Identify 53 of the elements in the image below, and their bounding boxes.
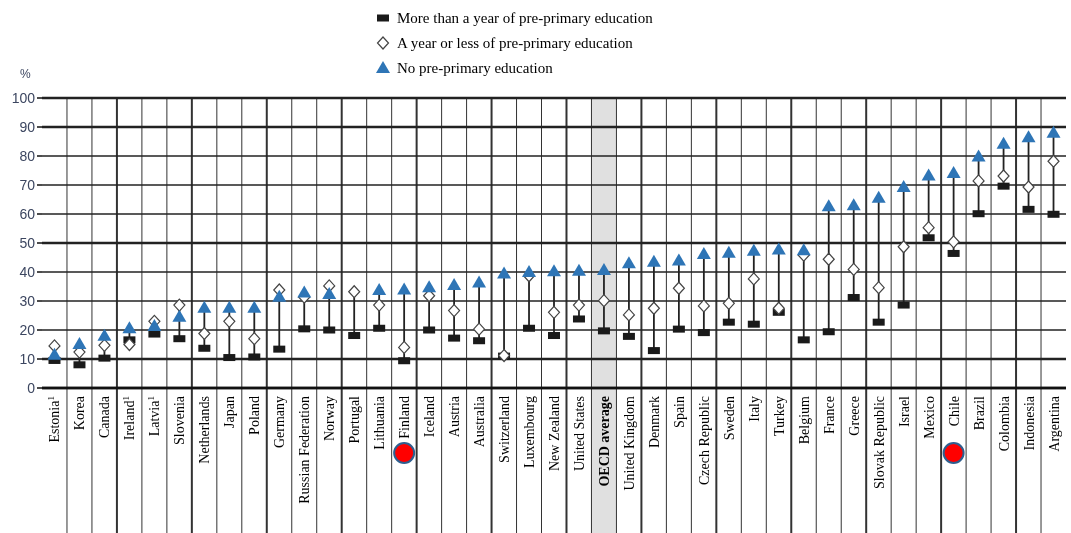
y-tick-label: 100 <box>11 89 36 106</box>
y-tick-label: 30 <box>19 292 36 309</box>
y-tick-label: 70 <box>19 176 36 193</box>
x-tick-label: Korea <box>72 395 88 431</box>
x-tick-label: Sweden <box>721 396 737 441</box>
x-tick-label: Japan <box>222 396 238 428</box>
x-tick-label: New Zealand <box>547 396 562 472</box>
x-tick-label: Luxembourg <box>522 396 538 469</box>
x-tick-label: Slovak Republic <box>871 396 887 489</box>
x-tick-label: Russian Federation <box>297 396 313 504</box>
y-tick-label: 40 <box>19 263 36 280</box>
x-tick-label: Greece <box>846 396 862 436</box>
x-tick-label: Canada <box>97 395 113 438</box>
y-tick-label: 60 <box>19 205 36 222</box>
x-tick-label: OECD average <box>596 396 612 487</box>
y-tick-label: 10 <box>19 350 36 367</box>
x-tick-label: Israel <box>896 395 912 428</box>
y-tick-label: 20 <box>19 321 36 338</box>
x-tick-label: Australia <box>472 395 488 448</box>
y-tick-label: 90 <box>19 118 36 135</box>
x-tick-label: Netherlands <box>197 396 213 464</box>
x-tick-label: Colombia <box>996 395 1012 452</box>
x-tick-label: United Kingdom <box>621 395 637 491</box>
x-tick-label: Norway <box>322 396 338 442</box>
legend-label: No pre-primary education <box>397 60 554 76</box>
x-tick-label: Indonesia <box>1021 395 1037 451</box>
x-tick-label: France <box>821 396 837 435</box>
y-tick-label: 0 <box>27 379 36 396</box>
x-tick-label: Denmark <box>646 396 662 449</box>
x-tick-label: Turkey <box>771 396 787 436</box>
x-tick-label: Slovenia <box>172 395 188 445</box>
x-tick-label: Poland <box>247 396 263 435</box>
y-tick-label: 50 <box>19 234 36 251</box>
x-tick-label: Italy <box>746 396 762 422</box>
x-tick-label: Portugal <box>347 395 363 444</box>
x-tick-label: United States <box>571 396 587 472</box>
x-tick-label: Belgium <box>796 395 812 445</box>
x-tick-label: Switzerland <box>497 396 513 463</box>
x-tick-label: Lithuania <box>372 395 388 450</box>
x-tick-label: Finland <box>397 396 413 439</box>
x-tick-label: Spain <box>671 396 687 428</box>
x-tick-label: Czech Republic <box>696 396 712 486</box>
y-axis-title: % <box>20 67 31 81</box>
x-tick-label: Iceland <box>422 396 438 438</box>
legend-label: More than a year of pre-primary education <box>397 10 654 26</box>
x-tick-label: Mexico <box>921 396 937 439</box>
x-tick-label: Brazil <box>971 395 987 431</box>
x-tick-label: Argentina <box>1046 395 1062 452</box>
legend-label: A year or less of pre-primary education <box>397 35 634 51</box>
x-tick-label: Germany <box>272 396 288 449</box>
x-tick-label: Chile <box>946 396 962 427</box>
y-tick-label: 80 <box>19 147 36 164</box>
x-tick-label: Austria <box>447 395 463 438</box>
